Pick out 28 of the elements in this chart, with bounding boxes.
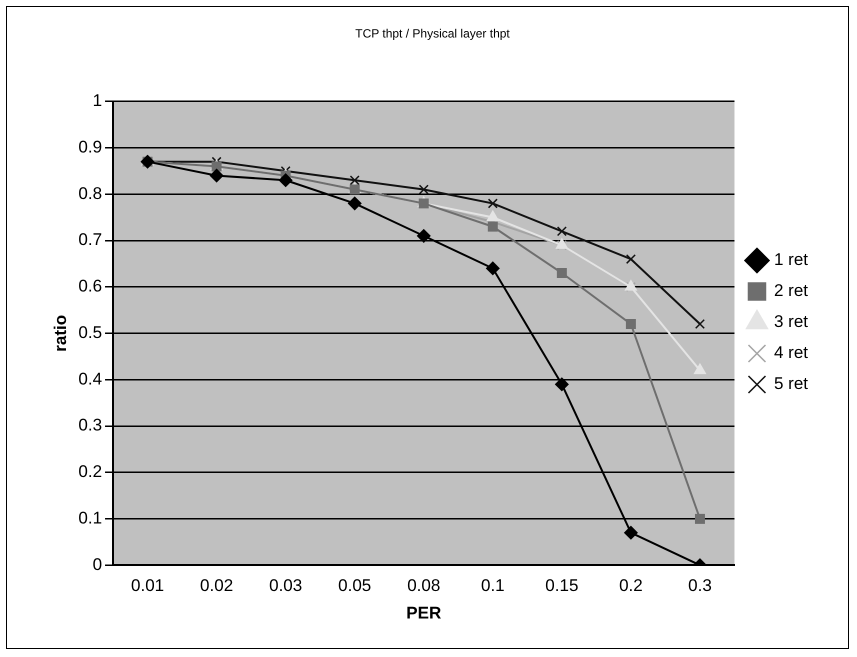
y-tick-label: 0.9 <box>78 137 102 156</box>
x-tick-label: 0.05 <box>338 576 372 596</box>
y-axis-title: ratio <box>50 314 70 352</box>
x-tick-label: 0.08 <box>407 576 440 596</box>
x-tick-label: 0.03 <box>269 576 302 596</box>
x-tick-label: 0.15 <box>545 576 578 596</box>
x-tick-label: 0.02 <box>200 576 234 596</box>
y-tick-label: 0.6 <box>78 276 102 296</box>
x-tick-label: 0.1 <box>480 576 505 596</box>
legend-label: 1 ret <box>774 250 808 270</box>
y-tick-label: 0.5 <box>78 322 102 342</box>
y-tick-label: 0 <box>92 554 102 574</box>
legend-label: 5 ret <box>774 374 808 394</box>
y-tick-label: 0.4 <box>78 369 102 388</box>
y-tick-label: 0.3 <box>78 416 102 435</box>
legend-label: 3 ret <box>774 312 808 332</box>
legend-label: 4 ret <box>774 343 808 362</box>
y-tick-label: 1 <box>92 91 102 110</box>
y-tick-label: 0.2 <box>78 462 102 482</box>
y-tick-label: 0.7 <box>78 230 102 250</box>
legend-label: 2 ret <box>774 281 808 300</box>
chart-title: TCP thpt / Physical layer thpt <box>355 26 510 41</box>
x-tick-label: 0.01 <box>131 576 164 596</box>
x-tick-label: 0.3 <box>688 576 712 596</box>
y-tick-label: 0.8 <box>78 184 102 203</box>
x-tick-label: 0.2 <box>619 576 643 596</box>
x-axis-title: PER <box>406 603 442 622</box>
y-tick-label: 0.1 <box>78 508 102 528</box>
